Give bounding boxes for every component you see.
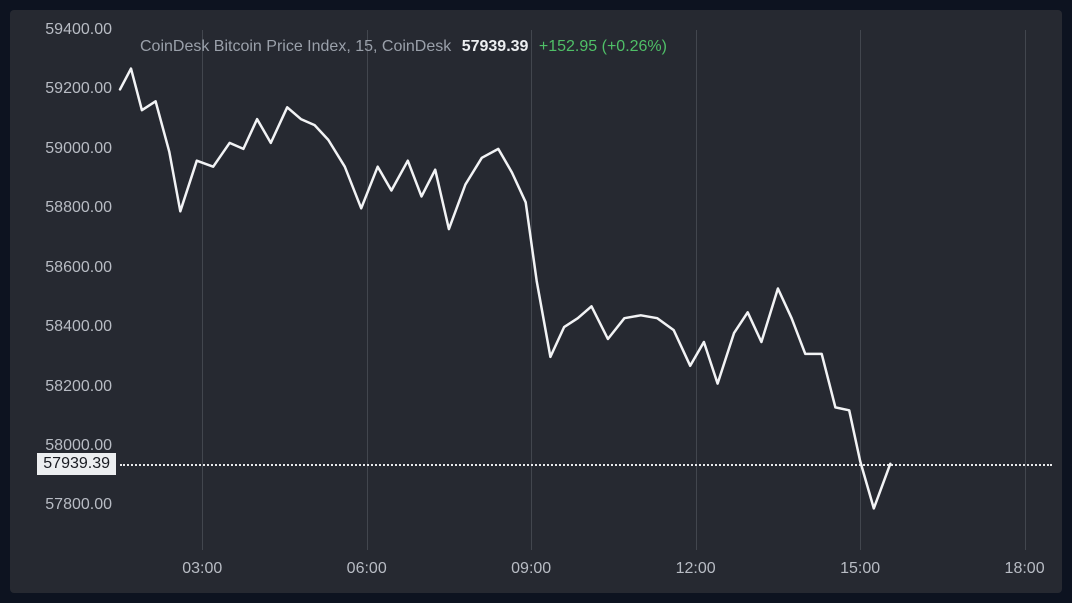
chart-frame: 03:00 06:00 09:00 12:00 15:00 18:00 57800.00 58… — [10, 10, 1062, 593]
plot-area[interactable]: 03:0006:0009:0012:0015:0018:0057800.0058… — [120, 30, 1052, 550]
x-tick-label: 09:00 — [511, 560, 551, 578]
x-tick-label: 06:00 — [347, 560, 387, 578]
price-series — [120, 30, 1052, 550]
legend-title: CoinDesk Bitcoin Price Index, 15, CoinDe… — [140, 38, 451, 55]
current-price-badge: 57939.39 — [37, 453, 116, 475]
legend-value: 57939.39 — [462, 38, 529, 55]
x-tick-label: 03:00 — [182, 560, 222, 578]
y-tick-label: 58200.00 — [45, 378, 112, 396]
x-tick-label: 15:00 — [840, 560, 880, 578]
y-tick-label: 59400.00 — [45, 21, 112, 39]
y-tick-label: 58600.00 — [45, 259, 112, 277]
y-tick-label: 58800.00 — [45, 199, 112, 217]
y-tick-label: 59200.00 — [45, 80, 112, 98]
x-tick-label: 12:00 — [676, 560, 716, 578]
y-tick-label: 59000.00 — [45, 140, 112, 158]
legend-change: +152.95 (+0.26%) — [539, 38, 667, 55]
y-tick-label: 57800.00 — [45, 496, 112, 514]
x-tick-label: 18:00 — [1005, 560, 1045, 578]
y-tick-label: 58400.00 — [45, 318, 112, 336]
chart-legend: CoinDesk Bitcoin Price Index, 15, CoinDe… — [140, 38, 667, 56]
